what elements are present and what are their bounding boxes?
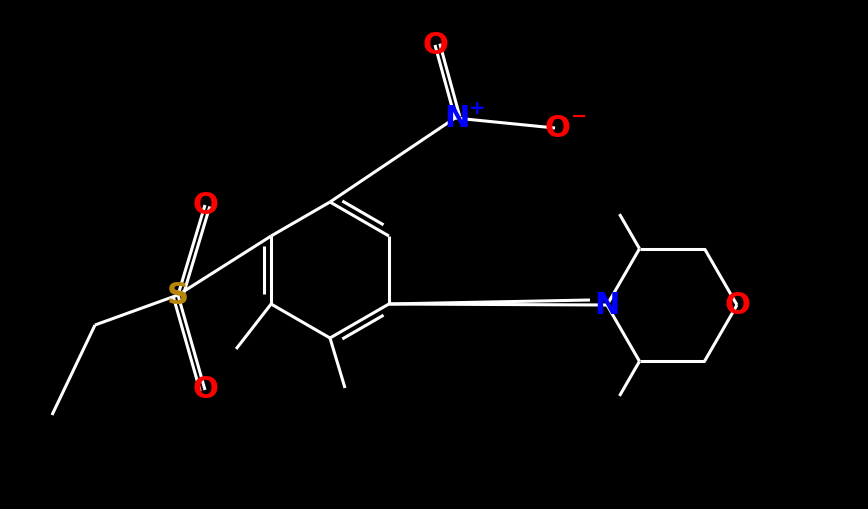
Text: O: O (724, 291, 750, 320)
Text: S: S (167, 280, 189, 309)
Text: N: N (444, 103, 470, 132)
Text: O: O (192, 376, 218, 405)
Text: N: N (595, 291, 620, 320)
Text: O: O (422, 31, 448, 60)
Text: +: + (469, 99, 485, 118)
Text: O: O (192, 190, 218, 219)
Text: O: O (544, 114, 570, 143)
Text: −: − (571, 106, 588, 126)
